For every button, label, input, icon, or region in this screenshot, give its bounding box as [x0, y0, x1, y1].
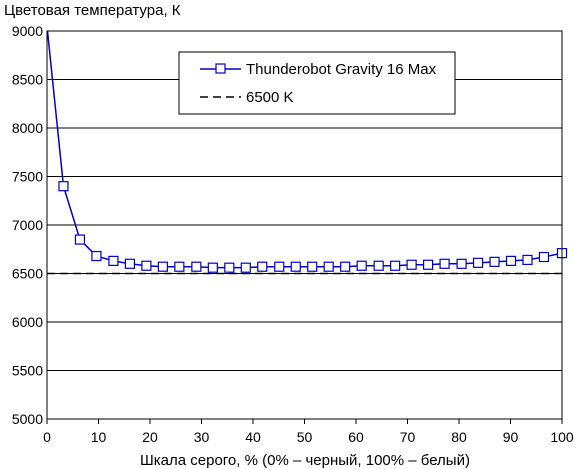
- y-tick-labels: 5000 5500 6000 6500 7000 7500 8000 8500 9000: [12, 23, 43, 427]
- x-tick-label: 50: [297, 429, 313, 445]
- x-tick-label: 20: [142, 429, 158, 445]
- x-tick-label: 80: [451, 429, 467, 445]
- x-tick-label: 70: [400, 429, 416, 445]
- plot-frame: [46, 30, 563, 420]
- data-point: [124, 258, 136, 269]
- data-point: [489, 256, 500, 267]
- data-point: [505, 255, 517, 266]
- y-tick-label: 9000: [12, 23, 43, 39]
- x-tick-label: 30: [194, 429, 210, 445]
- legend-label-series-1: Thunderobot Gravity 16 Max: [246, 61, 437, 78]
- data-point: [141, 260, 152, 271]
- data-point: [323, 261, 334, 272]
- data-point: [257, 261, 268, 272]
- data-point: [290, 261, 301, 272]
- data-point: [191, 261, 202, 272]
- y-tick-label: 7000: [12, 217, 43, 233]
- data-point: [224, 262, 235, 273]
- y-axis-label: Цветовая температура, К: [4, 2, 181, 19]
- y-tick-label: 8500: [12, 72, 43, 88]
- x-tick-label: 90: [503, 429, 519, 445]
- x-tick-label: 60: [348, 429, 364, 445]
- data-point: [207, 262, 218, 273]
- legend-label-series-2: 6500 K: [246, 89, 294, 106]
- legend-marker-series-1: [215, 63, 226, 74]
- x-tick-label: 10: [91, 429, 107, 445]
- x-tick-label: 100: [550, 429, 574, 445]
- data-point: [340, 261, 351, 272]
- data-point: [58, 181, 69, 192]
- x-tick-label: 0: [43, 429, 51, 445]
- x-tick-label: 40: [245, 429, 261, 445]
- data-point: [406, 259, 417, 270]
- data-point: [439, 258, 450, 269]
- data-point: [456, 258, 467, 269]
- data-point: [390, 260, 401, 271]
- y-tick-label: 6000: [12, 314, 43, 330]
- x-axis-label: Шкала серого, % (0% – черный, 100% – бел…: [140, 452, 470, 469]
- data-point: [274, 261, 285, 272]
- y-tick-label: 7500: [12, 169, 43, 185]
- series-layer: [47, 31, 568, 275]
- data-point: [522, 254, 533, 266]
- y-tick-label: 6500: [12, 266, 43, 282]
- data-point: [307, 261, 318, 272]
- y-tick-label: 8000: [12, 120, 43, 136]
- data-point: [356, 260, 367, 271]
- data-point: [423, 259, 434, 270]
- data-point: [174, 261, 185, 272]
- data-point: [538, 251, 550, 263]
- data-point: [74, 234, 86, 245]
- data-point: [240, 262, 251, 273]
- y-tick-label: 5000: [12, 411, 43, 427]
- x-tick-labels: 0 10 20 30 40 50 60 70 80 90 100: [43, 419, 574, 445]
- data-point: [373, 260, 384, 271]
- legend: Thunderobot Gravity 16 Max 6500 K: [178, 51, 456, 115]
- data-point: [108, 255, 119, 266]
- data-point: [91, 250, 102, 262]
- legend-box: [178, 51, 456, 115]
- data-point: [157, 261, 168, 272]
- y-tick-label: 5500: [12, 363, 43, 379]
- data-point: [472, 257, 484, 268]
